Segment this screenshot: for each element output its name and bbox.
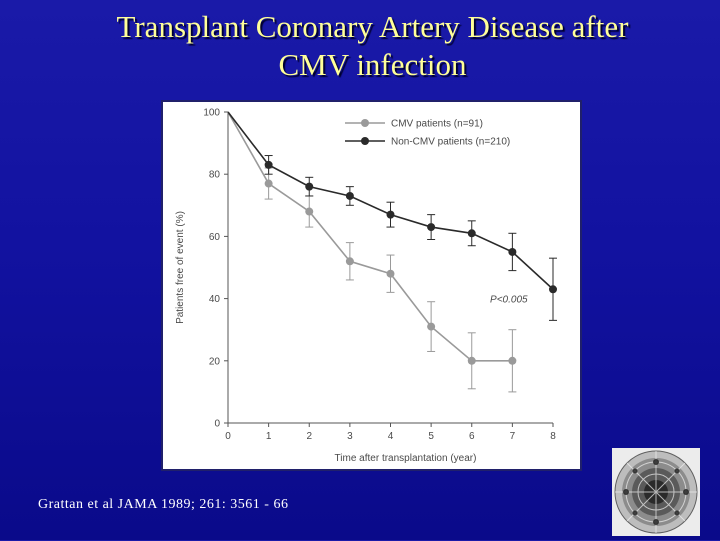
y-tick-label: 0 <box>214 419 220 430</box>
series-line <box>227 111 513 362</box>
y-tick-label: 40 <box>209 294 221 305</box>
y-tick-label: 60 <box>209 232 221 243</box>
y-tick-label: 20 <box>209 356 221 367</box>
y-tick-label: 80 <box>209 170 221 181</box>
y-tick-label: 100 <box>203 108 220 119</box>
data-point <box>467 229 476 238</box>
chart-legend: CMV patients (n=91) Non-CMV patients (n=2… <box>345 119 510 148</box>
x-tick-label: 1 <box>266 431 272 442</box>
y-axis-label: Patients free of event (%) <box>175 211 186 324</box>
data-point <box>508 356 517 365</box>
x-tick-label: 8 <box>550 431 556 442</box>
data-point <box>508 247 517 256</box>
legend-label: CMV patients (n=91) <box>391 119 483 130</box>
x-tick-label: 0 <box>225 431 231 442</box>
legend-swatch-marker <box>361 119 369 127</box>
x-tick-label: 2 <box>306 431 312 442</box>
data-point <box>264 179 273 188</box>
data-point <box>345 257 354 266</box>
legend-label: Non-CMV patients (n=210) <box>391 137 510 148</box>
p-value-annotation: P<0.005 <box>490 295 528 306</box>
series-non-cmv <box>227 111 557 321</box>
citation: Grattan et al JAMA 1989; 261: 3561 - 66 <box>38 497 289 512</box>
x-tick-label: 6 <box>469 431 475 442</box>
escher-circle-limit-logo <box>612 448 700 536</box>
chart-figure: 0 20 40 60 80 100 0 1 2 3 4 5 6 7 8 CMV patients (n=91… <box>161 100 582 471</box>
x-tick-label: 5 <box>428 431 434 442</box>
slide-title-line-1: Transplant Coronary Artery Disease after <box>116 9 629 44</box>
slide-title-line-2: CMV infection <box>278 47 467 82</box>
data-point <box>549 285 557 294</box>
survival-chart: 0 20 40 60 80 100 0 1 2 3 4 5 6 7 8 CMV patients (n=91… <box>175 108 557 464</box>
data-point <box>305 182 314 191</box>
x-axis-label: Time after transplantation (year) <box>335 453 477 464</box>
chart-series <box>227 111 557 393</box>
chart-axes: 0 20 40 60 80 100 0 1 2 3 4 5 6 7 8 <box>203 108 556 443</box>
series-cmv <box>227 111 517 393</box>
x-tick-label: 4 <box>388 431 394 442</box>
data-point <box>427 223 436 232</box>
data-point <box>264 160 273 169</box>
slide-title: Transplant Coronary Artery Disease after… <box>0 8 720 84</box>
data-point <box>386 269 395 278</box>
data-point <box>345 191 354 200</box>
data-point <box>467 356 476 365</box>
x-tick-label: 3 <box>347 431 353 442</box>
data-point <box>386 210 395 219</box>
data-point <box>427 322 436 331</box>
legend-swatch-marker <box>361 137 369 145</box>
data-point <box>305 207 314 216</box>
x-tick-label: 7 <box>510 431 516 442</box>
